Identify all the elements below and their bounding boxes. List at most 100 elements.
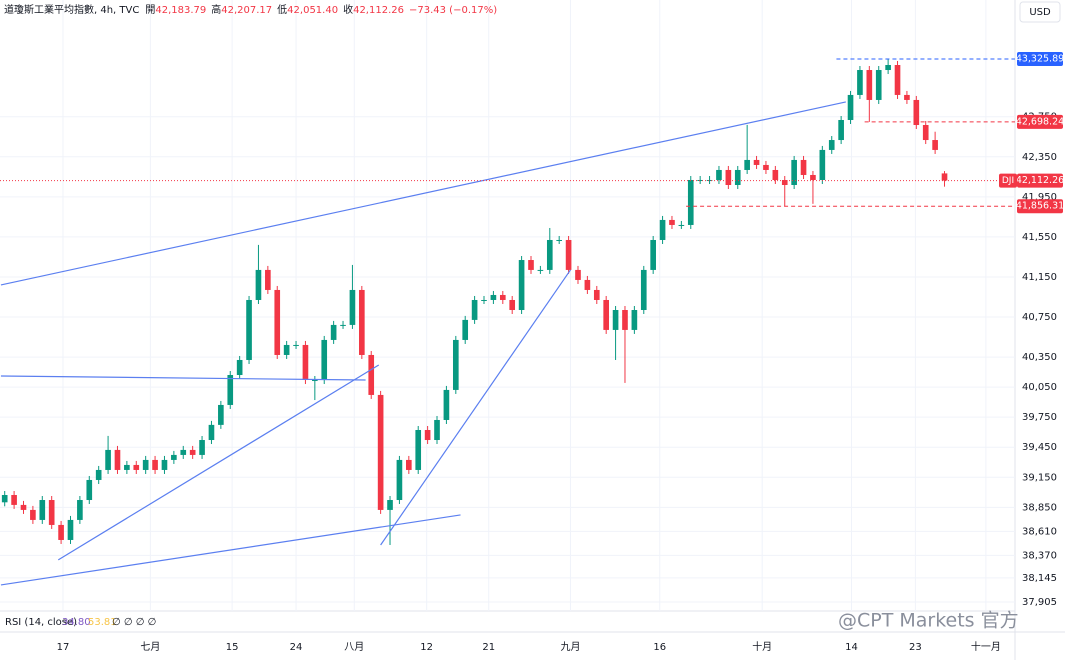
x-tick-label: 九月 (560, 641, 580, 653)
candle-body (255, 269, 262, 300)
candle-body (312, 380, 318, 382)
y-tick-label: 38,610 (1022, 526, 1057, 537)
symbol-label: DJI (1002, 176, 1014, 186)
candle-body (124, 464, 130, 470)
indicator-extra: ∅ ∅ ∅ ∅ (112, 617, 156, 628)
candle-body (283, 344, 290, 355)
y-tick-label: 38,145 (1022, 573, 1057, 584)
y-tick-label: 37,905 (1022, 597, 1057, 608)
candle-body (734, 169, 741, 185)
candle-body (612, 310, 619, 330)
header-value: 42,207.17 (221, 5, 272, 16)
candle-body (377, 394, 384, 510)
x-tick-label: 12 (420, 642, 433, 653)
candle-body (866, 70, 873, 100)
candle-body (687, 179, 694, 225)
candle-body (913, 99, 920, 126)
indicator-name: RSI (14, close) (5, 617, 77, 628)
candle-body (490, 294, 497, 300)
candle-body (744, 159, 750, 170)
candle-body (659, 219, 666, 240)
candle-body (236, 359, 243, 376)
candle-body (330, 324, 337, 340)
candle-body (819, 149, 826, 180)
trend-line (380, 269, 571, 546)
x-tick-label: 八月 (344, 641, 364, 653)
x-tick-label: 23 (909, 642, 922, 653)
candle-body (697, 179, 703, 181)
candle-body (716, 169, 722, 180)
candle-body (725, 169, 732, 185)
grid (0, 0, 1015, 611)
y-tick-label: 39,150 (1022, 472, 1057, 483)
candle-body (321, 339, 328, 381)
candle-body (631, 310, 638, 330)
trend-line (0, 375, 366, 381)
price-label: 41,856.31 (1016, 201, 1064, 212)
header-label: 高 (211, 3, 221, 16)
y-tick-label: 38,370 (1022, 550, 1057, 561)
y-tick-label: 39,750 (1022, 412, 1057, 423)
candle-body (77, 500, 83, 520)
currency[interactable]: USD (1029, 7, 1051, 18)
axes: 37,905 38,145 38,370 38,610 38,850 39,150 39,4… (57, 52, 1064, 653)
candle-body (434, 419, 440, 441)
candle-body (114, 449, 121, 470)
y-tick-label: 40,050 (1022, 382, 1057, 393)
price-label-box (1017, 173, 1063, 188)
header-value: 42,183.79 (155, 5, 206, 16)
candle-body (95, 469, 102, 480)
x-tick-label: 16 (653, 642, 666, 653)
y-tick-label: 41,550 (1022, 232, 1057, 243)
candle-body (753, 159, 760, 165)
candle-body (904, 94, 910, 100)
candle-body (227, 375, 234, 405)
candle-body (537, 269, 544, 271)
candle-body (509, 299, 516, 311)
y-tick-label: 41,950 (1022, 192, 1057, 203)
candle-body (565, 239, 572, 270)
x-tick-label: 15 (226, 642, 239, 653)
price-label-box (1017, 52, 1063, 67)
trend-line (0, 101, 846, 286)
candle-body (368, 354, 375, 395)
candle-body (443, 389, 450, 420)
candle-body (406, 459, 412, 470)
candle-body (763, 164, 769, 170)
candle-body (11, 495, 17, 505)
candle-body (810, 174, 816, 180)
candle-body (189, 449, 196, 455)
candle-body (894, 65, 901, 95)
price-label-box (1017, 199, 1063, 214)
chart-title: 道瓊斯工業平均指數, 4h, TVC (4, 3, 139, 16)
candle-body (415, 429, 422, 470)
candle-body (640, 269, 647, 311)
price-label: 43,325.89 (1016, 54, 1064, 65)
candle-body (932, 140, 938, 150)
price-label: 42,112.26 (1016, 175, 1064, 186)
candle-body (847, 94, 854, 120)
trend-line (57, 364, 380, 561)
y-tick-label: 40,750 (1022, 312, 1057, 323)
candle-body (603, 299, 609, 330)
candle-body (706, 179, 713, 181)
candle-body (556, 239, 563, 241)
header-value: 42,051.40 (287, 5, 338, 16)
candle-body (349, 289, 356, 325)
candle-body (105, 449, 111, 470)
candle-body (781, 179, 788, 185)
candle-body (39, 500, 46, 520)
currency-box[interactable] (1019, 1, 1061, 23)
candle-body (800, 159, 807, 175)
candle-body (518, 260, 525, 311)
candle-body (885, 65, 891, 71)
candle-body (481, 299, 487, 301)
candle-body (180, 449, 187, 455)
plot (0, 58, 1015, 586)
candle-body (650, 239, 656, 270)
candle-body (86, 479, 93, 501)
candle-body (941, 173, 948, 181)
symbol-box (999, 173, 1017, 188)
